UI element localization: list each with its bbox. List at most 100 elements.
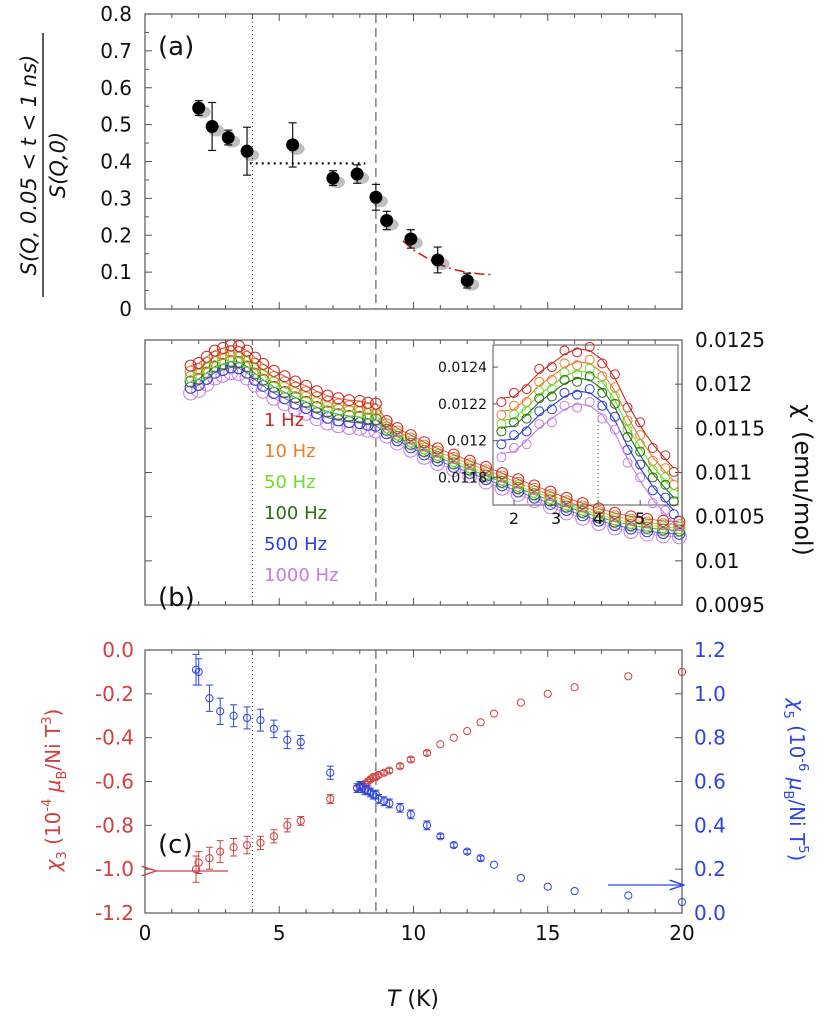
- inset-series-point: [647, 465, 658, 476]
- inset-series-point: [546, 404, 557, 415]
- chi3-point: [242, 840, 252, 850]
- chi3-point: [449, 733, 458, 742]
- chi5-point: [436, 832, 445, 841]
- series-point: [215, 367, 231, 383]
- series-point: [241, 344, 254, 357]
- series-point: [608, 510, 621, 523]
- series-point: [592, 505, 605, 518]
- y-tick-label-right: 0.6: [694, 770, 726, 794]
- ylabel-denominator: S(Q,0): [46, 132, 70, 198]
- series-point: [309, 411, 325, 427]
- inset-series-point: [496, 419, 507, 430]
- series-point: [200, 350, 213, 363]
- y-tick-label-right: 0.0: [694, 901, 726, 925]
- series-point: [576, 497, 589, 510]
- series-point: [431, 445, 444, 458]
- series-point: [192, 363, 205, 376]
- chi3-point: [677, 667, 687, 677]
- inset-series-line: [501, 377, 675, 498]
- series-point: [289, 375, 302, 388]
- series-point: [463, 461, 476, 474]
- inset-series-line: [501, 390, 675, 511]
- series-point: [673, 524, 686, 537]
- inset-series-point: [546, 391, 557, 402]
- data-point: [369, 190, 383, 204]
- inset-series-point: [584, 384, 595, 395]
- y-tick-label: 0.8: [100, 2, 132, 26]
- series-point: [479, 467, 492, 480]
- inset-series-point: [534, 363, 545, 374]
- series-point: [576, 500, 589, 513]
- series-point: [639, 526, 655, 542]
- y-tick-label-left: -0.8: [95, 813, 134, 837]
- series-point: [512, 473, 525, 486]
- y-tick-label: 0.01: [695, 549, 740, 573]
- chi-prime-label: χ′ (emu/mol): [789, 404, 817, 556]
- series-point: [512, 476, 525, 489]
- chi3-point: [296, 816, 305, 826]
- chi5-point: [353, 783, 362, 793]
- series-point: [560, 498, 573, 511]
- inset-series-point: [660, 472, 671, 483]
- series-point: [418, 436, 431, 449]
- y-tick-label: 0.0105: [695, 505, 765, 529]
- series-point: [192, 372, 205, 385]
- series-point: [576, 503, 589, 516]
- legend-entry: 500 Hz: [264, 534, 327, 555]
- inset-series-point: [660, 505, 671, 516]
- inset-series-point: [597, 387, 608, 398]
- series-point: [528, 485, 541, 498]
- legend-entry: 10 Hz: [264, 441, 316, 462]
- inset-series-point: [584, 341, 595, 352]
- chi3-point: [422, 748, 432, 758]
- inset-series-point: [668, 488, 679, 499]
- chi5-point: [358, 783, 367, 793]
- inset-series-point: [668, 509, 679, 520]
- ylabel-numerator: S(Q, 0.05 < t < 1 ns): [17, 55, 41, 276]
- inset-series-point: [609, 411, 620, 422]
- inset-x-label: 2: [509, 509, 519, 528]
- legend-entry: 50 Hz: [264, 472, 316, 493]
- y-tick-label: 0: [119, 297, 132, 321]
- panel-c-label: (c): [158, 830, 193, 860]
- inset-series-line: [501, 370, 675, 491]
- series-point: [463, 454, 476, 467]
- x-tick-label: 10: [401, 921, 426, 945]
- inset-series-point: [622, 457, 633, 468]
- inset-series-point: [496, 452, 507, 463]
- series-point: [560, 495, 573, 508]
- series-point: [216, 348, 229, 361]
- legend-entry: 1 Hz: [264, 410, 304, 431]
- inset-series-point: [521, 426, 532, 437]
- y-tick-label-left: -1.0: [95, 857, 134, 881]
- chi5-point: [242, 713, 252, 723]
- series-point: [528, 482, 541, 495]
- panel-c-marks: [191, 653, 687, 907]
- series-point: [278, 370, 291, 383]
- series-point: [223, 365, 239, 381]
- series-point: [592, 508, 605, 521]
- series-point: [544, 489, 557, 502]
- fit-curve: [402, 240, 495, 276]
- inset-series-point: [660, 450, 671, 461]
- series-point: [418, 439, 431, 452]
- y-tick-label-left: 0.0: [102, 638, 134, 662]
- chi5-point: [449, 840, 458, 850]
- series-point: [544, 485, 557, 498]
- inset-series-point: [572, 347, 583, 358]
- series-point: [657, 514, 670, 527]
- inset-series-point: [521, 406, 532, 417]
- panel-c-right-ylabel: χ5 (10-6 μB/Ni T5): [780, 698, 810, 862]
- inset-series-point: [534, 419, 545, 430]
- y-tick-label-right: 1.0: [694, 682, 726, 706]
- series-point: [298, 405, 314, 421]
- inset-series-point: [496, 397, 507, 408]
- chi3-point: [326, 794, 335, 804]
- series-point: [592, 502, 605, 515]
- guide-lines: [251, 14, 377, 913]
- series-point: [673, 519, 686, 532]
- series-point: [528, 479, 541, 492]
- x-tick-label: 0: [139, 921, 152, 945]
- series-point: [200, 356, 213, 369]
- series-point: [310, 385, 323, 398]
